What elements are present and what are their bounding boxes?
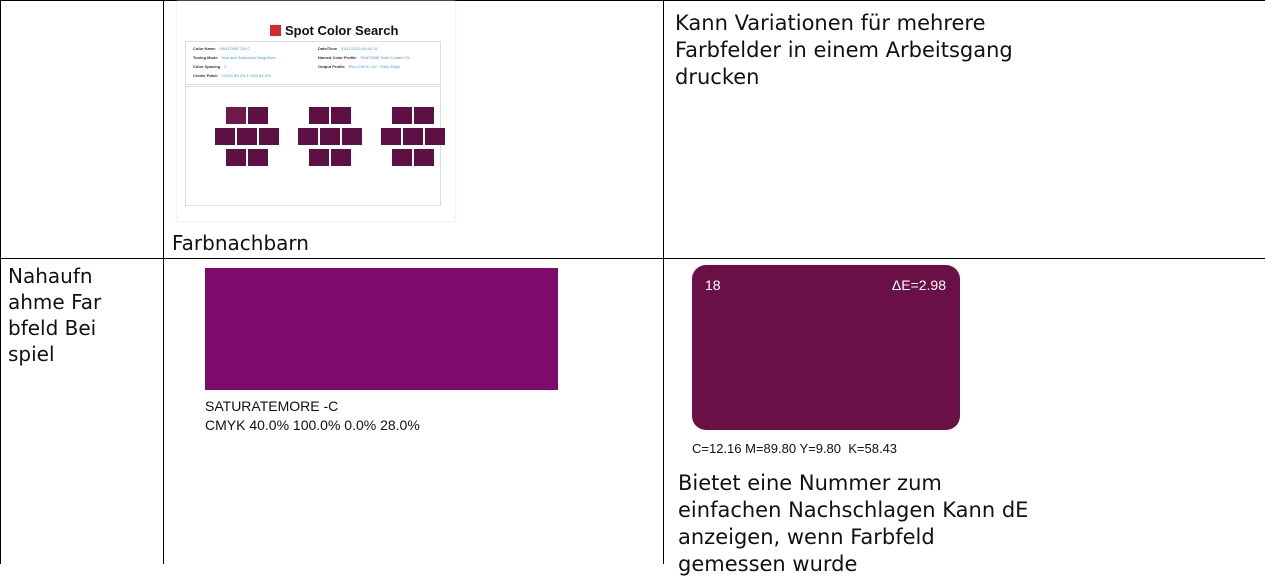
neighbor-swatch [392,149,412,166]
field-value: 03/11/2023 09:44:15 [341,46,377,51]
field-value: 13.6% 89.2% 17.6% 61.3% [222,73,271,78]
neighbor-swatch [226,149,246,166]
table-border [0,258,1265,259]
field-label: Date/Time [318,46,337,51]
neighbor-swatch [331,107,351,124]
neighbor-swatch [309,107,329,124]
patch-delta: ΔE=2.98 [892,277,946,293]
neighbor-swatch [298,128,318,145]
swatch-cmyk: CMYK 40.0% 100.0% 0.0% 28.0% [205,417,420,433]
neighbor-swatch [425,128,445,145]
patch-number: 18 [705,277,721,293]
field-value: 4 [224,64,226,69]
patch: 18 ΔE=2.98 [692,265,960,430]
table-border [663,0,664,564]
neighbor-swatch [403,128,423,145]
swatch [205,268,558,390]
field: Tuning Mode Hue and Saturation Neighbors [189,55,275,60]
neighbor-swatch [331,149,351,166]
row-label: Nahaufnahme Farbfeld Beispiel [8,263,103,367]
field: Date/Time 03/11/2023 09:44:15 [314,46,377,51]
neighbor-swatch [226,107,246,124]
neighbor-swatch [342,128,362,145]
table-border [0,0,1,564]
field-label: Output Profile [318,64,345,69]
neighbor-swatch [320,128,340,145]
field: Color Spacing 4 [189,64,226,69]
neighbor-swatch [259,128,279,145]
field-label: Color Spacing [193,64,220,69]
neighbor-swatch [248,107,268,124]
description: Bietet eine Nummer zum einfachen Nachsch… [678,470,1038,578]
field-value: PANTONE Solid Coated V5 [360,55,409,60]
field-value: Hue and Saturation Neighbors [222,55,276,60]
neighbor-swatch [414,149,434,166]
neighbor-swatch [215,128,235,145]
logo [270,25,281,36]
field-value: Pleo CMYK v47 - Fiery Edge [349,64,400,69]
neighbor-swatch [392,107,412,124]
description: Kann Variationen für mehrere Farbfelder … [675,10,1065,91]
neighbor-swatch [414,107,434,124]
screenshot-title: Spot Color Search [285,23,398,38]
neighbor-swatch [309,149,329,166]
screenshot: Spot Color Search Color Name PANTONE 229 … [177,1,455,221]
field: Color Name PANTONE 229 C [189,46,250,51]
field: Named Color Profile PANTONE Solid Coated … [314,55,409,60]
field-label: Center Patch [193,73,218,78]
page: Spot Color Search Color Name PANTONE 229 … [0,0,1265,564]
field-label: Named Color Profile [318,55,356,60]
neighbor-swatch [237,128,257,145]
table-border [163,0,164,564]
field-value: PANTONE 229 C [219,46,250,51]
neighbor-swatch [248,149,268,166]
swatch-box [185,86,441,206]
field: Output Profile Pleo CMYK v47 - Fiery Edge [314,64,400,69]
field: Center Patch 13.6% 89.2% 17.6% 61.3% [189,73,270,78]
field-label: Color Name [193,46,215,51]
caption: Farbnachbarn [172,230,309,256]
patch-values: C=12.16 M=89.80 Y=9.80 K=58.43 [692,441,897,456]
field-label: Tuning Mode [193,55,218,60]
swatch-name: SATURATEMORE -C [205,398,338,414]
neighbor-swatch [381,128,401,145]
